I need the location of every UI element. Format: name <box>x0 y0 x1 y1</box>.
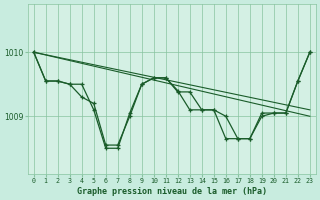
X-axis label: Graphe pression niveau de la mer (hPa): Graphe pression niveau de la mer (hPa) <box>77 187 267 196</box>
